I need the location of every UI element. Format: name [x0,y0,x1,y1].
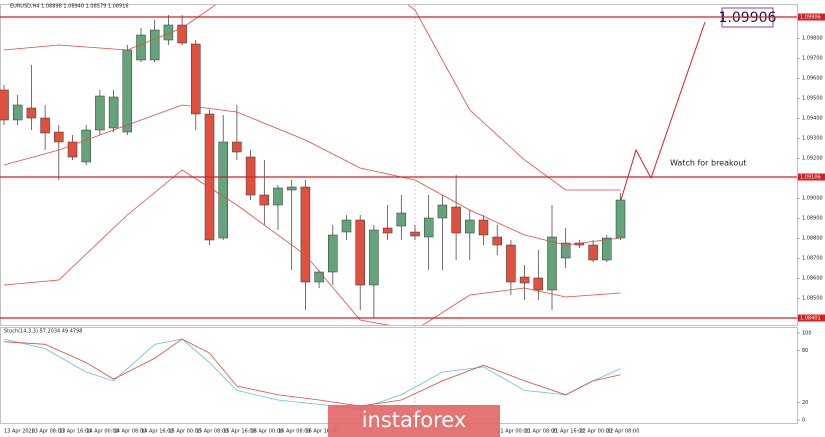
candle-body [149,29,160,61]
bollinger-band [3,5,621,191]
candle-body [588,244,598,261]
candle-body [108,96,119,129]
bollinger-band [3,104,621,246]
watermark-box [328,405,500,437]
candle-body [615,199,626,239]
y-tick-label: 1.08600 [802,276,823,282]
candle-body [341,219,352,233]
candle-body [273,187,283,206]
chart-title: EURUSD,H4 1.08898 1.08940 1.08579 1.0891… [10,4,129,10]
x-tick-label: 13 Apr 2020 [4,429,35,435]
candle-body [560,242,571,259]
candle-body [95,95,105,131]
candle-body [259,194,270,206]
indicator-tick-label: 80 [802,348,808,354]
candle-body [12,104,23,121]
candle-body [492,236,502,246]
x-tick-label: 15 Apr 16:00 [223,429,256,435]
candle-body [423,217,434,238]
candle-body [163,24,174,41]
candle-body [40,117,50,134]
indicator-title: Stoch(14,3,3) 57.2034 49.4798 [4,329,82,335]
candle-body [519,276,530,284]
y-tick-label: 1.09700 [802,56,823,62]
indicator-tick-label: 0 [802,418,805,424]
level-label: 1.08401 [800,316,821,322]
candle-body [0,89,9,121]
y-tick-label: 1.08800 [802,236,823,242]
x-tick-label: 15 Apr 00:00 [168,429,201,435]
price-pane [0,4,798,326]
y-tick-label: 1.08900 [802,216,823,222]
candle-body [369,229,379,286]
candle-body [286,186,297,191]
watermark: instaforex [362,408,467,432]
bollinger-band [3,169,621,325]
level-tag [798,13,825,21]
price-callout-label: 1.09906 [719,10,777,26]
candle-body [54,131,64,143]
candle-body [232,141,242,153]
candle-body [533,277,544,291]
candle-body [314,271,324,283]
y-tick-label: 1.09600 [802,76,823,82]
projection-line [620,21,706,201]
candle-body [122,49,133,133]
x-tick-label: 16 Apr 16:00 [305,429,338,435]
x-tick-label: 14 Apr 08:00 [114,429,147,435]
y-tick-label: 1.09000 [802,196,823,202]
y-tick-label: 1.09800 [802,36,823,42]
candle-body [81,129,91,163]
x-tick-label: 21 Apr 08:00 [525,429,558,435]
x-tick-label: 16 Apr 08:00 [278,429,311,435]
candle-body [245,156,256,196]
y-tick-label: 1.09200 [802,156,823,162]
x-tick-label: 13 Apr 16:00 [59,429,92,435]
x-tick-label: 22 Apr 08:00 [607,429,640,435]
annotation: Watch for breakout [670,159,746,168]
x-tick-label: 14 Apr 16:00 [141,429,174,435]
indicator-tick-label: 20 [802,400,808,406]
candle-body [328,234,338,273]
level-label: 1.09906 [800,15,821,21]
stochastic-line [3,338,621,407]
candle-body [465,219,475,234]
candle-body [177,24,187,44]
y-tick-label: 1.08500 [802,296,823,302]
x-tick-label: 13 Apr 08:00 [31,429,64,435]
level-label: 1.09106 [800,175,821,181]
y-tick-label: 1.08700 [802,256,823,262]
x-tick-label: 15 Apr 08:00 [196,429,229,435]
candle-body [547,236,557,291]
x-tick-label: 16 Apr 00:00 [251,429,284,435]
candle-body [410,231,420,237]
candle-body [478,219,489,236]
y-tick-label: 1.09500 [802,96,823,102]
x-tick-label: 14 Apr 00:00 [86,429,119,435]
level-tag [798,173,825,181]
candle-body [602,237,612,261]
indicator-tick-label: 100 [802,331,812,337]
candle-body [191,43,201,115]
candle-body [451,206,461,234]
x-tick-label: 22 Apr 00:00 [579,429,612,435]
stochastic-line [3,338,621,410]
level-tag [798,314,825,322]
candle-body [26,107,37,119]
x-tick-label: 21 Apr 16:00 [552,429,585,435]
candle-body [136,34,146,61]
candle-body [396,212,407,227]
candle-body [506,244,516,283]
x-tick-label: 21 Apr 00:00 [497,429,530,435]
y-tick-label: 1.09400 [802,116,823,122]
candle-body [218,141,228,239]
candle-body [382,227,393,234]
candle-body [355,219,365,286]
candle-body [437,204,448,219]
y-tick-label: 1.09300 [802,136,823,142]
candle-body [300,186,311,283]
candle-body [67,141,78,158]
